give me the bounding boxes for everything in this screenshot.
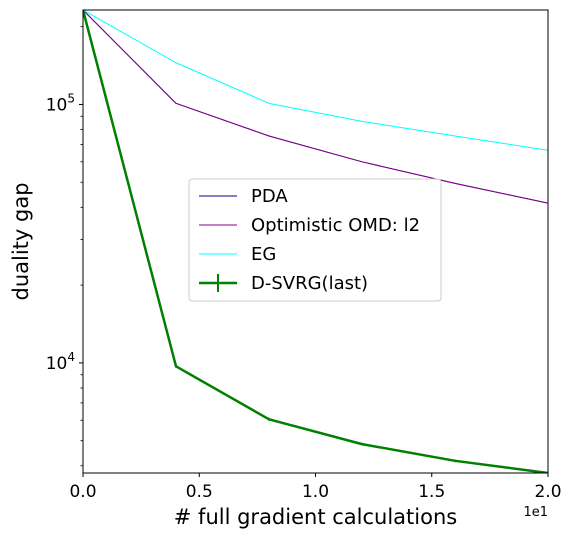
legend-label: PDA	[251, 186, 288, 207]
legend: PDA Optimistic OMD: l2 EG D-SVRG(last)	[188, 178, 442, 302]
x-tick-label: 1.5	[418, 482, 445, 502]
x-tick-label: 1.0	[302, 482, 329, 502]
legend-label: EG	[251, 244, 276, 265]
x-tick-label: 0.0	[69, 482, 96, 502]
chart-data-layer	[83, 10, 548, 473]
x-tick-label: 2.0	[534, 482, 561, 502]
legend-label: D-SVRG(last)	[251, 273, 368, 294]
series-line-3	[83, 10, 548, 151]
axis-ticks: 0.0 0.5 1.0 1.5 2.0 104 105	[46, 26, 562, 502]
series-line-1	[83, 10, 548, 204]
y-tick-label: 104	[46, 350, 75, 374]
series-line-2	[83, 10, 548, 204]
y-tick-label: 105	[46, 91, 75, 115]
y-axis-label: duality gap	[9, 182, 33, 300]
x-axis-label: # full gradient calculations	[174, 505, 457, 529]
legend-label: Optimistic OMD: l2	[251, 215, 420, 236]
x-tick-label: 0.5	[186, 482, 213, 502]
x-axis-offset-label: 1e1	[523, 505, 548, 520]
series-line-4	[83, 10, 548, 473]
legend-box	[188, 178, 442, 302]
